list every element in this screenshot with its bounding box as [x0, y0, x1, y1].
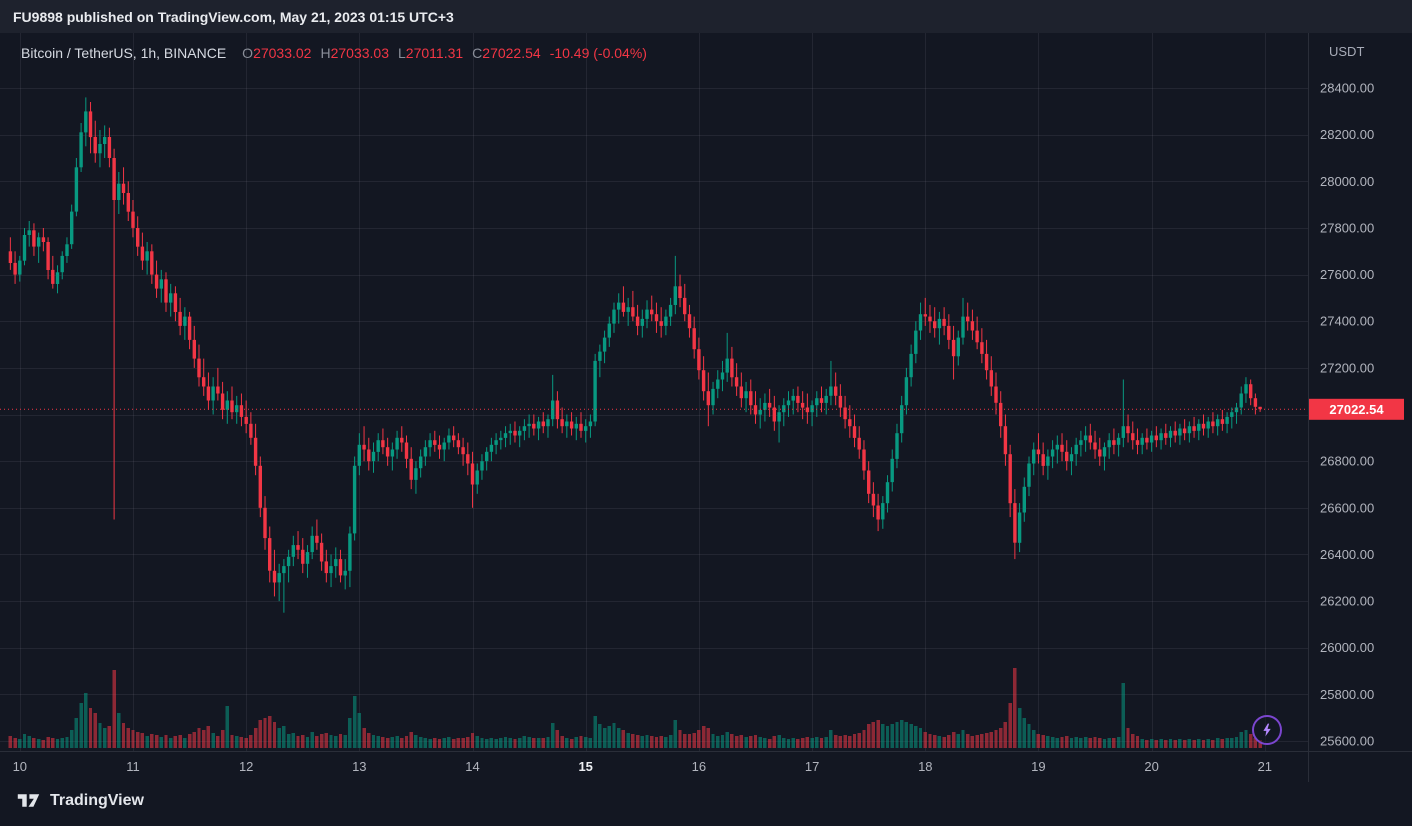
last-price-tag: 27022.54 — [1309, 398, 1404, 420]
svg-text:28400.00: 28400.00 — [1320, 81, 1374, 96]
svg-text:28200.00: 28200.00 — [1320, 127, 1374, 142]
svg-text:11: 11 — [126, 759, 140, 774]
svg-text:27200.00: 27200.00 — [1320, 360, 1374, 375]
quick-trade-button[interactable] — [1252, 715, 1282, 745]
svg-text:25800.00: 25800.00 — [1320, 687, 1374, 702]
svg-text:27400.00: 27400.00 — [1320, 314, 1374, 329]
svg-text:26600.00: 26600.00 — [1320, 500, 1374, 515]
close-value: 27022.54 — [482, 45, 541, 61]
price-axis[interactable]: 28400.00 28200.00 28000.00 27800.00 27600.00… — [1320, 81, 1374, 749]
close-label: C — [472, 45, 483, 61]
svg-text:25600.00: 25600.00 — [1320, 734, 1374, 749]
lightning-icon — [1263, 723, 1271, 737]
grid — [0, 33, 1308, 751]
svg-text:27022.54: 27022.54 — [1329, 402, 1384, 417]
svg-text:26200.00: 26200.00 — [1320, 594, 1374, 609]
svg-text:18: 18 — [918, 759, 932, 774]
tradingview-logo[interactable]: TradingView — [16, 788, 144, 813]
svg-text:15: 15 — [578, 759, 592, 774]
change-value: -10.49 (-0.04%) — [549, 45, 647, 61]
svg-text:19: 19 — [1031, 759, 1045, 774]
svg-text:20: 20 — [1144, 759, 1158, 774]
open-label: O — [242, 45, 254, 61]
high-label: H — [320, 45, 331, 61]
svg-text:13: 13 — [352, 759, 366, 774]
candles — [8, 97, 1262, 613]
svg-text:17: 17 — [805, 759, 819, 774]
symbol-legend: Bitcoin / TetherUS, 1h, BINANCE O 27033.0… — [21, 45, 656, 61]
tradingview-logo-icon — [17, 794, 40, 807]
header-text: FU9898 published on TradingView.com, May… — [13, 8, 454, 25]
svg-text:26800.00: 26800.00 — [1320, 454, 1374, 469]
tradingview-logo-text: TradingView — [50, 791, 144, 809]
svg-text:27800.00: 27800.00 — [1320, 221, 1374, 236]
svg-text:14: 14 — [465, 759, 479, 774]
svg-text:26000.00: 26000.00 — [1320, 640, 1374, 655]
volume-bars — [8, 668, 1262, 748]
svg-text:10: 10 — [13, 759, 27, 774]
header-bar: FU9898 published on TradingView.com, May… — [0, 0, 1412, 33]
svg-text:16: 16 — [692, 759, 706, 774]
time-axis[interactable]: 10 11 12 13 14 15 16 17 18 19 20 21 — [13, 759, 1272, 774]
svg-text:21: 21 — [1258, 759, 1272, 774]
quote-currency-label: USDT — [1329, 44, 1365, 59]
open-value: 27033.02 — [253, 45, 312, 61]
svg-text:28000.00: 28000.00 — [1320, 174, 1374, 189]
svg-text:27600.00: 27600.00 — [1320, 267, 1374, 282]
svg-text:26400.00: 26400.00 — [1320, 547, 1374, 562]
low-value: 27011.31 — [405, 45, 464, 61]
low-label: L — [398, 45, 406, 61]
symbol-title[interactable]: Bitcoin / TetherUS, 1h, BINANCE — [21, 45, 227, 61]
high-value: 27033.03 — [330, 45, 389, 61]
svg-text:12: 12 — [239, 759, 253, 774]
